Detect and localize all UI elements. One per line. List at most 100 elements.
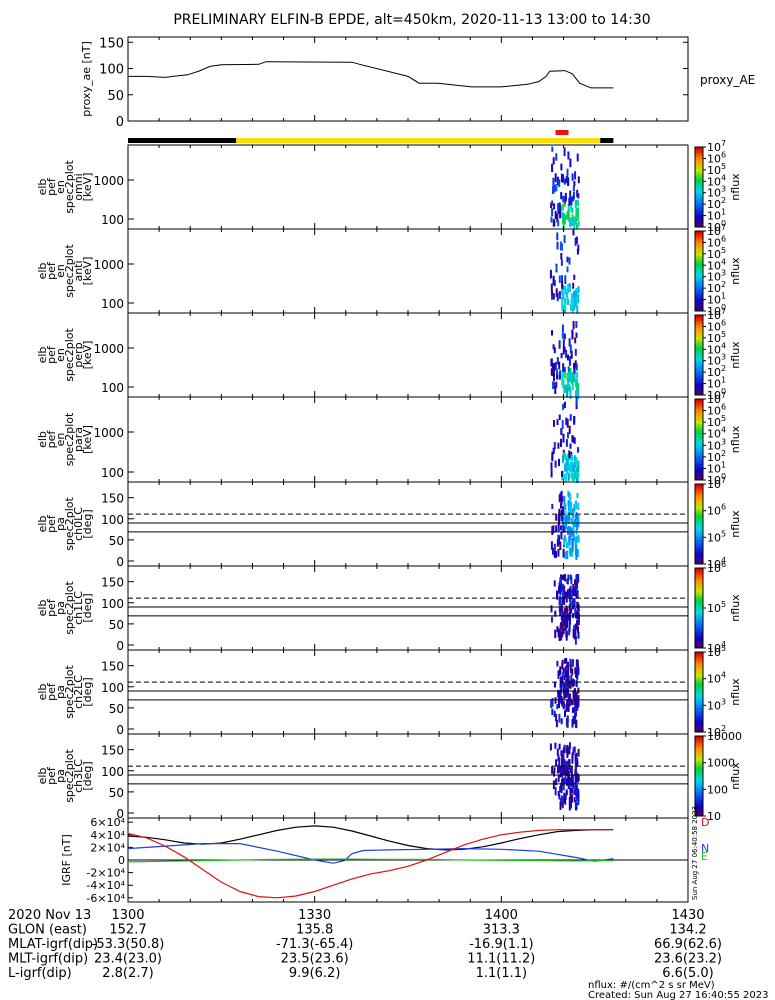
spectrogram-cell: [575, 586, 578, 592]
spectrogram-cell: [561, 290, 564, 297]
colorbar-step: [695, 748, 703, 751]
spectrogram-cell: [577, 447, 579, 453]
proxy-ae-ylabel: proxy_ae [nT]: [80, 41, 93, 116]
colorbar-step: [695, 423, 703, 426]
colorbar-step: [695, 159, 703, 162]
ylabel-line: spec2plot: [63, 749, 76, 803]
spectrogram-cell: [571, 372, 573, 378]
footer-row-value: 135.8: [296, 923, 333, 938]
colorbar-step: [695, 492, 703, 495]
colorbar-tick-exponent: 7: [721, 223, 726, 232]
colorbar-tick-label: 100: [707, 387, 726, 402]
spectrogram-cell: [569, 787, 572, 795]
spectrogram-cell: [561, 275, 563, 281]
spectrogram-cell: [568, 622, 571, 631]
spectrogram-cell: [550, 216, 553, 223]
footer-row-value: 9.9(6.2): [289, 966, 341, 981]
colorbar-tick-base: 10: [707, 259, 721, 272]
spectrogram-cell: [576, 776, 579, 783]
footer-row-label: MLT-igrf(dip): [8, 952, 88, 967]
y-tick-label: 100: [101, 513, 124, 527]
spectrogram-cell: [562, 381, 565, 389]
colorbar-step: [695, 175, 703, 178]
colorbar-tick-label: 103: [707, 697, 726, 712]
spectrogram-cell: [562, 195, 565, 203]
colorbar-step: [695, 325, 703, 328]
spectrogram-cell: [556, 213, 559, 223]
spectrogram-cell: [576, 574, 578, 582]
spectrogram-cell: [550, 469, 553, 478]
spectrogram-cell: [565, 789, 568, 796]
colorbar-step: [695, 235, 703, 238]
spectrogram-cell: [565, 605, 568, 614]
spectrogram-cell: [562, 433, 565, 443]
spectrogram-cell: [566, 373, 569, 382]
colorbar-tick-base: 10: [707, 366, 721, 379]
spectrogram-cell: [567, 490, 570, 497]
colorbar-step: [695, 766, 703, 769]
y-tick-label: 50: [107, 89, 124, 104]
spectrogram-cell: [567, 500, 570, 507]
colorbar-tick-exponent: 7: [721, 139, 726, 148]
colorbar-step: [695, 391, 703, 394]
spectrogram-cell: [552, 381, 554, 390]
colorbar-frame: [694, 735, 704, 817]
colorbar-tick-exponent: 2: [721, 280, 726, 289]
y-tick-label: 150: [101, 492, 124, 506]
spectrogram-cell: [563, 452, 566, 459]
spectrogram-cell: [551, 208, 554, 217]
pa-ch0-panel: 050100150elbpefpaspec2plotch0LC[deg]1041…: [36, 476, 742, 571]
colorbar-step: [695, 632, 703, 635]
spectrogram-cell: [569, 532, 572, 540]
spectrogram-cell: [576, 189, 579, 198]
spectrogram-cell: [557, 534, 560, 543]
colorbar-step: [695, 415, 703, 418]
colorbar-step: [695, 343, 703, 346]
colorbar-step: [695, 333, 703, 336]
y-tick-label: 4×10⁴: [90, 829, 125, 842]
colorbar-step: [695, 814, 703, 817]
colorbar-step: [695, 758, 703, 761]
spectrogram-cell: [568, 511, 571, 521]
spectrogram-cell: [562, 174, 565, 183]
spectrogram-cell: [565, 291, 568, 298]
colorbar-tick-base: 10: [707, 271, 721, 284]
spectrogram-cell: [558, 291, 561, 299]
spectrogram-cell: [557, 775, 560, 782]
spectrogram-cell: [550, 358, 553, 367]
colorbar-step: [695, 576, 703, 579]
spectrogram-frame: [127, 312, 689, 398]
spectrogram-frame: [127, 649, 689, 735]
colorbar-frame: [694, 483, 704, 565]
spectrogram-cell: [563, 539, 566, 545]
spectrogram-cell: [557, 689, 560, 698]
spectrogram-cell: [573, 290, 576, 298]
status-segment: [236, 138, 601, 143]
spectrogram-cell: [562, 617, 565, 627]
colorbar-step: [695, 792, 703, 795]
spectrogram-cell: [577, 748, 580, 757]
spectrogram-cell: [576, 153, 579, 162]
spectrogram-cell: [552, 157, 555, 165]
spectrogram-cell: [562, 346, 565, 355]
ylabel-line: elb: [36, 347, 49, 364]
spectrogram-cell: [567, 151, 570, 160]
colorbar-step: [695, 552, 703, 555]
ylabel-line: spec2plot: [63, 581, 76, 635]
colorbar-step: [695, 281, 703, 284]
colorbar-step: [695, 301, 703, 304]
colorbar-tick-base: 10: [707, 305, 721, 318]
colorbar-step: [695, 742, 703, 745]
footer-row-label: L-igrf(dip): [8, 966, 72, 981]
spectrogram-cell: [577, 514, 580, 524]
colorbar-step: [695, 594, 703, 597]
spectrogram-cell: [570, 197, 573, 206]
colorbar-step: [695, 425, 703, 428]
colorbar-tick-label: 104: [707, 173, 726, 188]
colorbar-step: [695, 147, 703, 150]
colorbar-step: [695, 269, 703, 272]
colorbar-tick-exponent: 3: [721, 185, 726, 194]
panel-ylabel: elbpefpaspec2plotch2LC[deg]: [36, 665, 94, 719]
colorbar-step: [695, 812, 703, 815]
spectrogram-cell: [566, 591, 569, 598]
